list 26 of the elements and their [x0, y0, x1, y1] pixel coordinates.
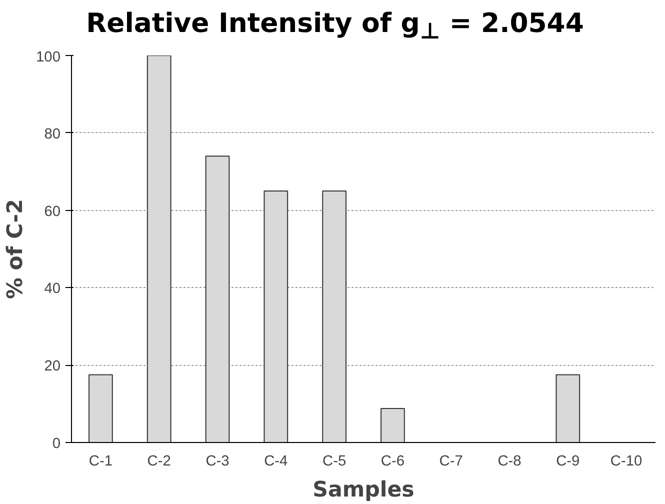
x-axis-title: Samples [312, 478, 414, 502]
bar [380, 408, 405, 442]
x-tick-label: C-9 [556, 454, 580, 470]
y-tick-label: 0 [52, 436, 61, 452]
x-tick-label: C-1 [88, 454, 113, 470]
x-tick-label: C-8 [498, 454, 522, 470]
bar [146, 56, 172, 442]
bar [322, 190, 346, 442]
y-tick-label: 40 [44, 281, 61, 298]
x-tick-label: C-2 [147, 454, 171, 470]
y-axis-title: % of C-2 [3, 198, 28, 299]
x-tick-label: C-6 [380, 454, 405, 470]
bar [88, 374, 113, 442]
y-tick-label: 80 [44, 126, 61, 142]
bar [556, 374, 580, 442]
bar [205, 156, 230, 442]
x-tick-label: C-7 [439, 454, 463, 470]
chart-title: Relative Intensity of g$_{⊥}$ = 2.0544 [86, 7, 584, 46]
y-tick-label: 100 [36, 50, 61, 66]
y-tick-label: 60 [44, 204, 61, 220]
x-tick-label: C-5 [322, 454, 346, 470]
x-tick-label: C-3 [206, 454, 230, 470]
y-tick-label: 20 [44, 358, 61, 375]
x-tick-label: C-4 [264, 454, 288, 470]
x-tick-label: C-10 [610, 454, 642, 470]
bar [264, 190, 288, 442]
